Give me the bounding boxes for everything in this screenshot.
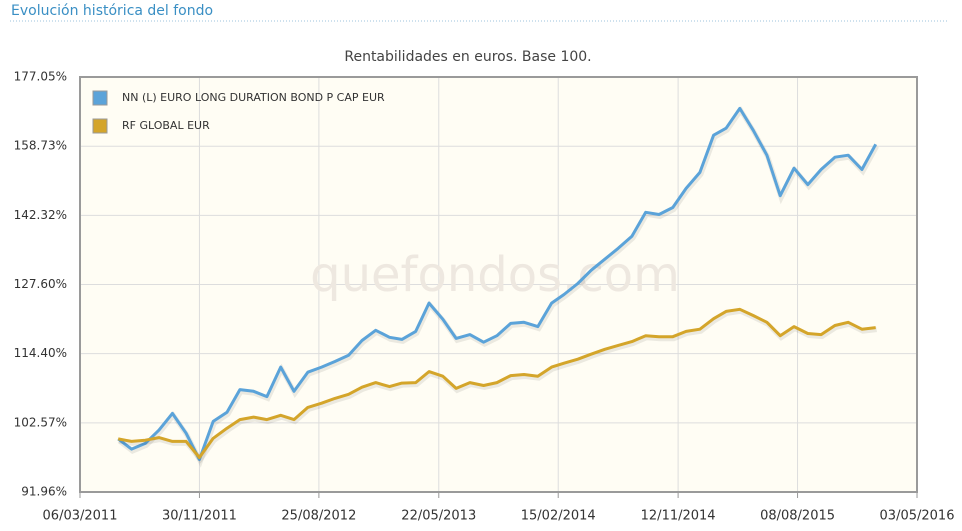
y-tick-label: 177.05% — [14, 70, 67, 84]
legend-label: RF GLOBAL EUR — [122, 119, 210, 132]
chart-title: Rentabilidades en euros. Base 100. — [344, 49, 591, 65]
y-tick-label: 114.40% — [14, 346, 67, 360]
y-tick-label: 102.57% — [14, 415, 67, 429]
x-tick-label: 30/11/2011 — [162, 509, 237, 524]
x-tick-label: 25/08/2012 — [281, 509, 356, 524]
series-line — [117, 106, 878, 461]
x-tick-label: 03/05/2016 — [880, 509, 955, 524]
series-line — [117, 307, 876, 459]
legend-swatch — [92, 118, 108, 134]
x-tick-label: 15/02/2014 — [521, 509, 596, 524]
watermark: quefondos.com — [310, 247, 680, 303]
plot-border — [79, 76, 918, 493]
x-tick-label: 22/05/2013 — [401, 509, 476, 524]
y-tick-label: 142.32% — [14, 208, 67, 222]
x-tick-label: 12/11/2014 — [641, 509, 716, 524]
y-tick-label: 158.73% — [14, 139, 67, 153]
legend-label: NN (L) EURO LONG DURATION BOND P CAP EUR — [122, 91, 385, 104]
legend-swatch — [92, 90, 108, 106]
y-tick-label: 91.96% — [21, 485, 67, 499]
x-tick-label: 08/08/2015 — [760, 509, 835, 524]
y-tick-label: 127.60% — [14, 277, 67, 291]
x-tick-label: 06/03/2011 — [43, 509, 118, 524]
section-title: Evolución histórica del fondo — [11, 3, 213, 19]
